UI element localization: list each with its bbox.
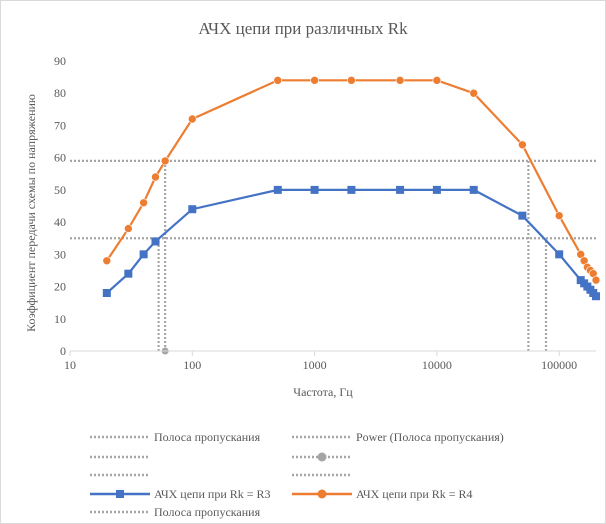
data-point <box>139 250 148 259</box>
legend-label: Полоса пропускания <box>154 505 261 519</box>
y-axis-title: Коэффициент передачи схемы по напряжению <box>24 94 38 332</box>
legend: Полоса пропускания Power (Полоса пропуска… <box>90 430 504 519</box>
x-tick-label: 1000 <box>303 358 327 372</box>
y-tick-label: 80 <box>54 86 66 100</box>
legend-marker <box>317 489 327 499</box>
data-point <box>310 185 319 194</box>
data-point <box>554 211 564 220</box>
legend-label: Power (Полоса пропускания) <box>356 430 504 444</box>
y-tick-label: 10 <box>54 312 66 326</box>
data-point <box>518 211 527 220</box>
x-tick-label: 10000 <box>422 358 452 372</box>
data-point <box>432 76 442 85</box>
data-point <box>469 185 478 194</box>
data-point <box>124 224 133 233</box>
chart-title: АЧХ цепи при различных Rk <box>198 19 408 38</box>
data-point <box>592 292 600 301</box>
data-point <box>395 76 405 85</box>
legend-item: Полоса пропускания <box>90 505 261 519</box>
legend-item: АЧХ цепи при Rk = R3 <box>90 487 271 501</box>
y-tick-label: 40 <box>54 215 66 229</box>
legend-marker <box>116 490 124 498</box>
legend-label: АЧХ цепи при Rk = R3 <box>154 487 271 501</box>
y-tick-label: 20 <box>54 280 66 294</box>
data-point <box>187 114 197 124</box>
data-point <box>347 76 356 85</box>
data-point <box>124 269 133 278</box>
y-tick-label: 30 <box>54 247 66 261</box>
data-point <box>102 289 111 297</box>
data-point <box>102 256 112 266</box>
data-point <box>188 205 197 214</box>
data-point <box>432 185 441 194</box>
data-point <box>160 156 170 166</box>
legend-label: АЧХ цепи при Rk = R4 <box>356 487 473 501</box>
data-point <box>273 76 283 85</box>
data-point <box>591 275 601 285</box>
data-point <box>310 76 319 85</box>
x-tick-label: 100000 <box>541 358 577 372</box>
data-point <box>151 237 160 246</box>
legend-item <box>292 452 352 462</box>
data-point <box>518 140 527 150</box>
y-tick-label: 0 <box>60 344 66 358</box>
y-tick-label: 50 <box>54 183 66 197</box>
x-axis-title: Частота, Гц <box>293 385 353 399</box>
y-tick-label: 60 <box>54 151 66 165</box>
legend-item: Power (Полоса пропускания) <box>292 430 504 444</box>
y-tick-label: 70 <box>54 118 66 132</box>
data-point <box>347 185 356 194</box>
legend-marker <box>317 452 327 462</box>
data-point <box>273 185 282 194</box>
legend-label: Полоса пропускания <box>154 430 261 444</box>
x-tick-label: 100 <box>183 358 201 372</box>
y-tick-label: 90 <box>54 54 66 68</box>
data-point <box>151 172 160 182</box>
legend-item: АЧХ цепи при Rk = R4 <box>292 487 473 501</box>
series-layer <box>102 76 601 301</box>
data-point <box>396 185 405 194</box>
data-point <box>139 198 148 208</box>
legend-item: Полоса пропускания <box>90 430 261 444</box>
x-tick-label: 10 <box>64 358 76 372</box>
data-point <box>469 88 479 98</box>
data-point <box>555 250 564 259</box>
